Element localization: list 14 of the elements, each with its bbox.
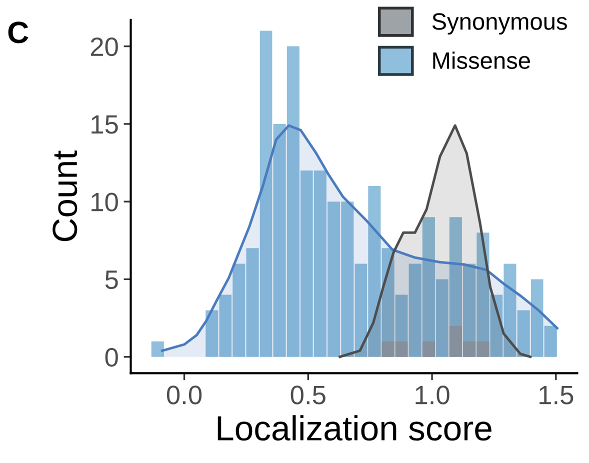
x-tick-label: 0.5 <box>290 386 326 404</box>
y-axis-title: Count <box>52 150 78 242</box>
y-tick-label: 0 <box>105 348 118 367</box>
y-tick-label: 5 <box>105 270 118 290</box>
legend-label: Missense <box>433 52 530 69</box>
y-tick-label: 10 <box>92 192 118 212</box>
x-tick-label: 1.5 <box>540 386 574 404</box>
legend-label: Synonymous <box>432 13 567 35</box>
y-tick-label: 15 <box>92 115 118 134</box>
x-axis-title: Localization score <box>218 415 492 441</box>
text: C <box>8 22 28 44</box>
x-tick-label: 0.0 <box>166 386 202 404</box>
x-tick-label: 1.0 <box>416 386 450 404</box>
y-tick-label: 20 <box>90 37 118 56</box>
